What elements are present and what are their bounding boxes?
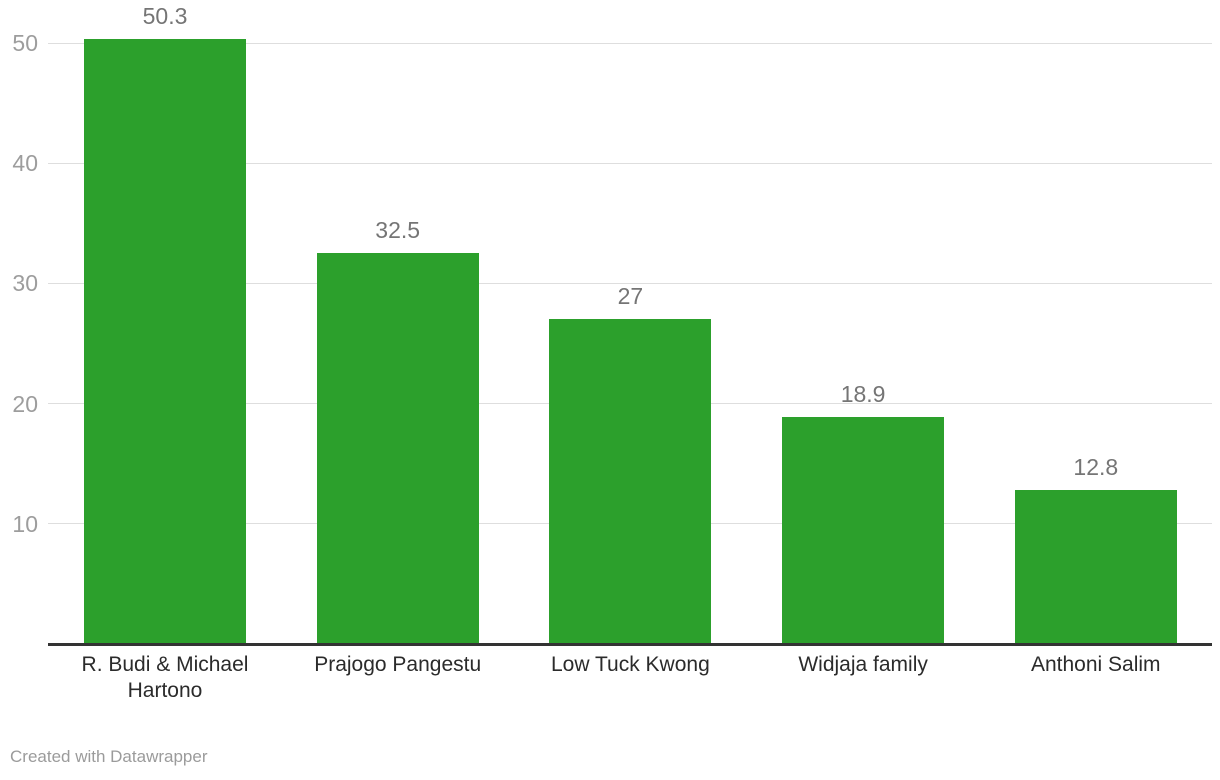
value-label: 27	[617, 283, 644, 310]
y-gridline	[48, 282, 1212, 284]
y-tick-label: 40	[12, 150, 38, 177]
x-axis-line	[48, 643, 1212, 646]
value-label: 12.8	[1073, 454, 1119, 481]
bar-2	[316, 253, 479, 643]
category-label: R. Budi & Michael Hartono	[81, 653, 249, 702]
y-tick-label: 30	[12, 270, 38, 297]
value-label: 18.9	[840, 380, 886, 407]
category-label: Anthoni Salim	[1030, 653, 1161, 676]
datawrapper-attribution: Created with Datawrapper	[10, 747, 208, 766]
category-label: Prajogo Pangestu	[314, 653, 482, 676]
y-tick-label: 20	[12, 390, 38, 417]
y-gridline	[48, 42, 1212, 44]
category-label: Low Tuck Kwong	[551, 653, 710, 676]
bar-5	[1014, 490, 1177, 643]
bar-3	[549, 319, 712, 643]
y-tick-label: 50	[12, 30, 38, 56]
bar-1	[84, 39, 246, 643]
y-gridline	[48, 162, 1212, 164]
value-label: 32.5	[375, 217, 421, 244]
y-tick-label: 10	[12, 510, 38, 537]
bar-4	[782, 416, 945, 643]
value-label: 50.3	[142, 3, 188, 30]
category-label: Widjaja family	[798, 653, 928, 676]
